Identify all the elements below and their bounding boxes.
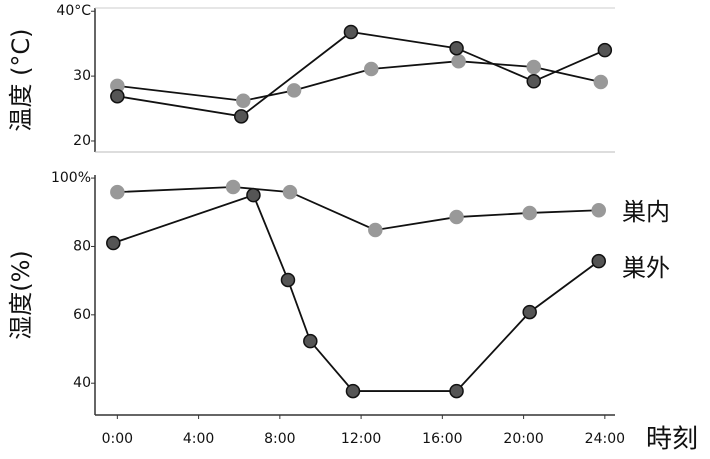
marker	[246, 187, 261, 203]
x-tick-label: 24:00	[585, 431, 625, 447]
marker	[236, 93, 251, 109]
marker	[593, 74, 609, 90]
marker	[449, 209, 464, 225]
marker	[368, 222, 383, 238]
line	[117, 31, 606, 118]
marker	[591, 202, 606, 218]
marker	[364, 61, 379, 77]
y-tick-label: 100%	[51, 170, 91, 186]
marker	[282, 184, 298, 200]
x-tick-label: 8:00	[264, 431, 295, 447]
y-axis-label: 温度 (°C)	[7, 28, 35, 131]
marker	[522, 304, 537, 320]
marker	[225, 179, 241, 195]
marker	[106, 235, 121, 251]
y-tick-label: 80	[73, 238, 91, 254]
marker	[110, 88, 125, 104]
marker	[286, 83, 302, 98]
line	[112, 194, 600, 392]
marker	[451, 53, 466, 69]
marker	[526, 74, 541, 89]
y-tick-label: 60	[73, 307, 91, 323]
y-tick-label: 40	[73, 375, 91, 391]
y-tick-label: 40°C	[56, 3, 91, 19]
legend-label: 巣内	[622, 198, 670, 226]
x-tick-label: 12:00	[341, 431, 381, 447]
marker	[449, 40, 464, 56]
x-tick-label: 4:00	[183, 431, 214, 447]
marker	[303, 333, 318, 349]
marker	[343, 24, 359, 40]
marker	[449, 383, 464, 399]
marker	[526, 59, 541, 75]
marker	[597, 42, 613, 58]
x-tick-label: 20:00	[503, 431, 543, 447]
x-axis-label: 時刻	[646, 425, 698, 455]
x-tick-label: 16:00	[422, 431, 462, 447]
y-axis-label: 湿度(%)	[7, 250, 35, 340]
marker	[110, 184, 125, 200]
x-tick-label: 0:00	[102, 431, 133, 447]
marker	[522, 205, 537, 221]
y-tick-label: 30	[73, 68, 91, 84]
marker	[591, 253, 606, 269]
marker	[234, 109, 249, 124]
marker	[345, 383, 361, 399]
marker	[280, 272, 296, 288]
legend-label: 巣外	[622, 254, 670, 282]
y-tick-label: 20	[73, 133, 91, 149]
